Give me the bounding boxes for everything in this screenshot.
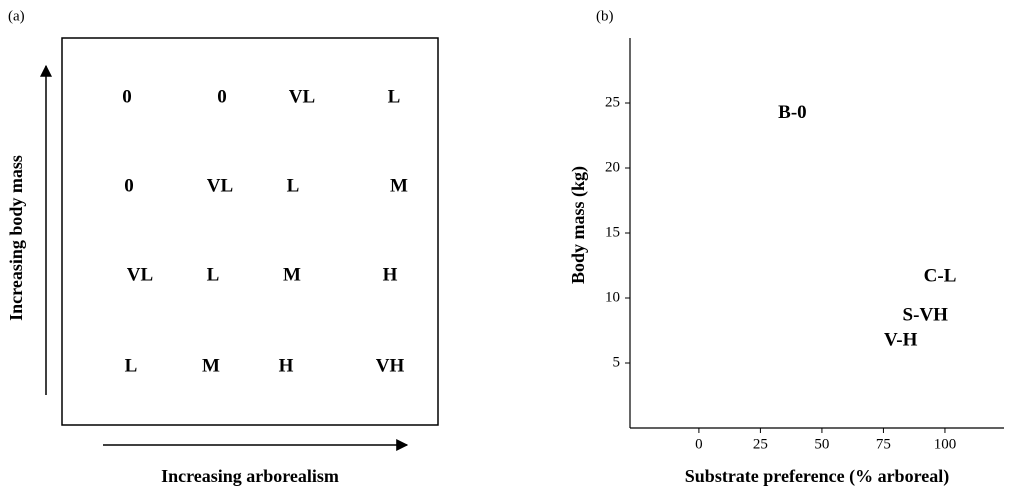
grid-label: VL [207,175,233,196]
y-tick-label: 15 [605,224,620,240]
x-tick-label: 50 [814,436,829,452]
grid-label: 0 [124,175,134,196]
panel-label: (a) [8,8,25,24]
y-tick-label: 10 [605,289,620,305]
x-tick-label: 25 [753,436,768,452]
grid-label: L [388,86,401,107]
grid-label: L [207,264,220,285]
grid-label: 0 [122,86,132,107]
x-axis-label: Increasing arborealism [161,466,339,486]
grid-label: M [390,175,408,196]
grid-label: H [279,355,294,376]
grid-label: VL [289,86,315,107]
grid-label: VH [376,355,405,376]
y-tick-label: 25 [605,94,620,110]
y-tick-label: 5 [613,354,621,370]
y-axis-label: Increasing body mass [6,155,26,321]
grid-box [61,37,439,426]
point-label: S-VH [903,305,949,326]
grid-label: M [202,355,220,376]
point-label: C-L [924,266,957,287]
point-label: B-0 [778,102,807,123]
grid-label: 0 [217,86,227,107]
x-tick-label: 100 [934,436,957,452]
x-tick-label: 0 [695,436,703,452]
point-label: V-H [884,329,918,350]
y-tick-label: 20 [605,159,620,175]
grid-label: VL [127,264,153,285]
grid-label: L [287,175,300,196]
y-axis-label: Body mass (kg) [568,166,589,284]
grid-label: M [283,264,301,285]
x-axis-label: Substrate preference (% arboreal) [685,466,949,487]
panel-label: (b) [596,8,614,24]
grid-label: H [383,264,398,285]
x-tick-label: 75 [876,436,891,452]
grid-label: L [125,355,138,376]
